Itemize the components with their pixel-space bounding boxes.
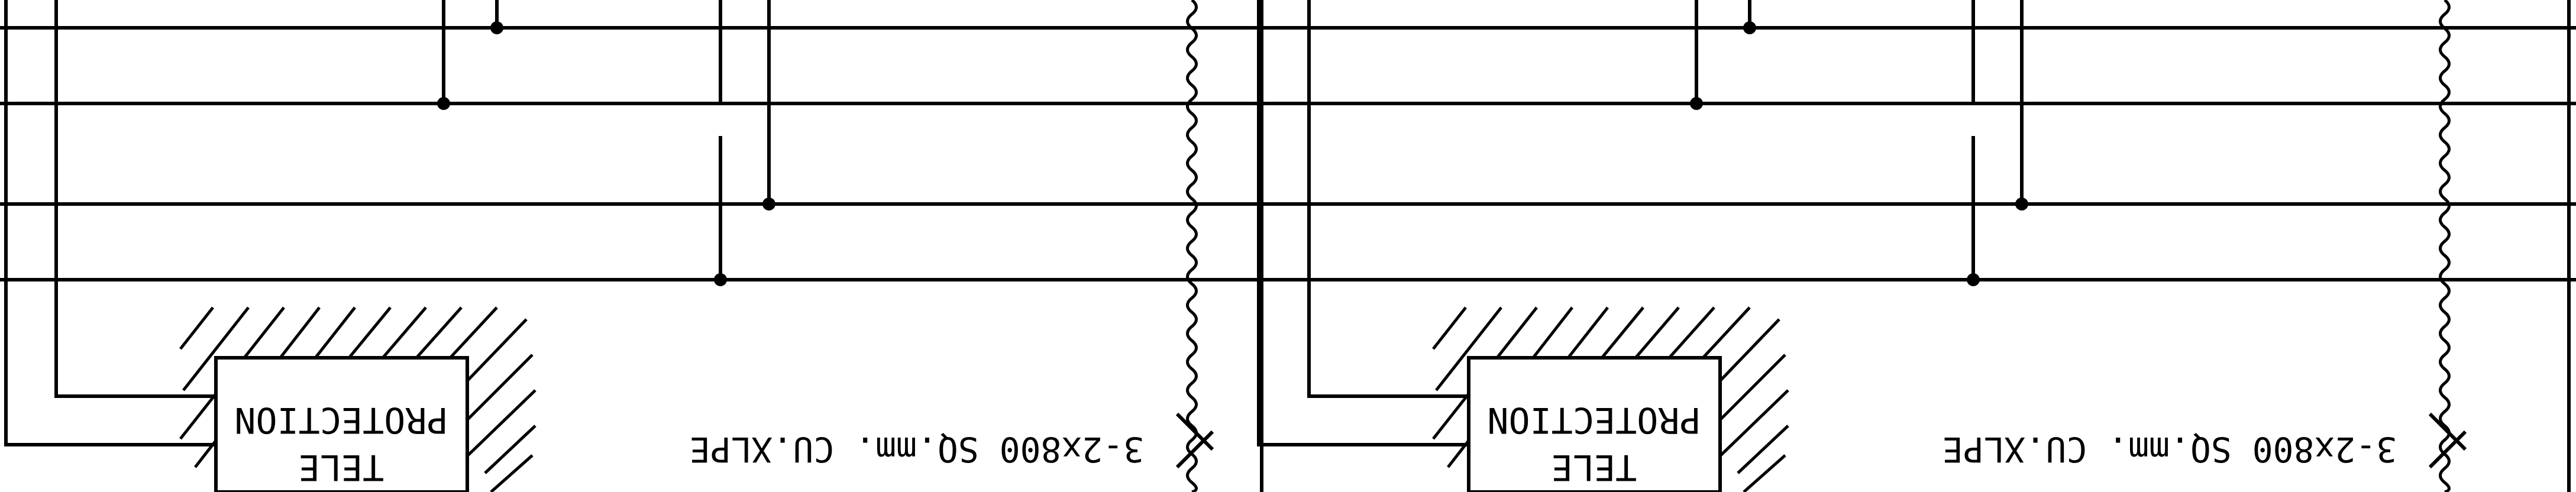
tele-label: TELE	[1552, 446, 1637, 488]
junction-dot-icon	[2015, 198, 2028, 211]
junction-dot-icon	[437, 97, 450, 110]
feed-wire-lower	[1257, 0, 1469, 446]
junction-dot-icon	[490, 21, 503, 34]
cable-label: 3-2x800 SQ.mm. CU.XLPE	[690, 429, 1144, 470]
panel-right: PROTECTION TELE 3-2x800 SQ.mm. CU.XLPE	[1257, 0, 2571, 492]
tele-protection-label: PROTECTION	[1487, 399, 1701, 441]
junction-dot-icon	[1743, 21, 1756, 34]
tele-protection-box	[1467, 356, 1722, 492]
junction-dot-icon	[762, 198, 775, 211]
tele-protection-label: PROTECTION	[234, 399, 448, 441]
feed-wire-upper	[1307, 0, 1469, 398]
wavy-break-line-icon	[2439, 0, 2451, 492]
junction-dot-icon	[1967, 273, 1980, 286]
tele-protection-box	[214, 356, 469, 492]
junction-dot-icon	[714, 273, 727, 286]
tele-label: TELE	[299, 446, 384, 488]
junction-dot-icon	[1690, 97, 1703, 110]
wavy-break-line-icon	[1186, 0, 1198, 492]
bus-lines	[0, 26, 2576, 281]
feed-wire-upper	[54, 0, 216, 398]
cable-label: 3-2x800 SQ.mm. CU.XLPE	[1942, 429, 2397, 470]
panel-left: PROTECTION TELE 3-2x800 SQ.mm. CU.XLPE	[4, 0, 1214, 492]
feed-wire-lower	[4, 0, 216, 446]
